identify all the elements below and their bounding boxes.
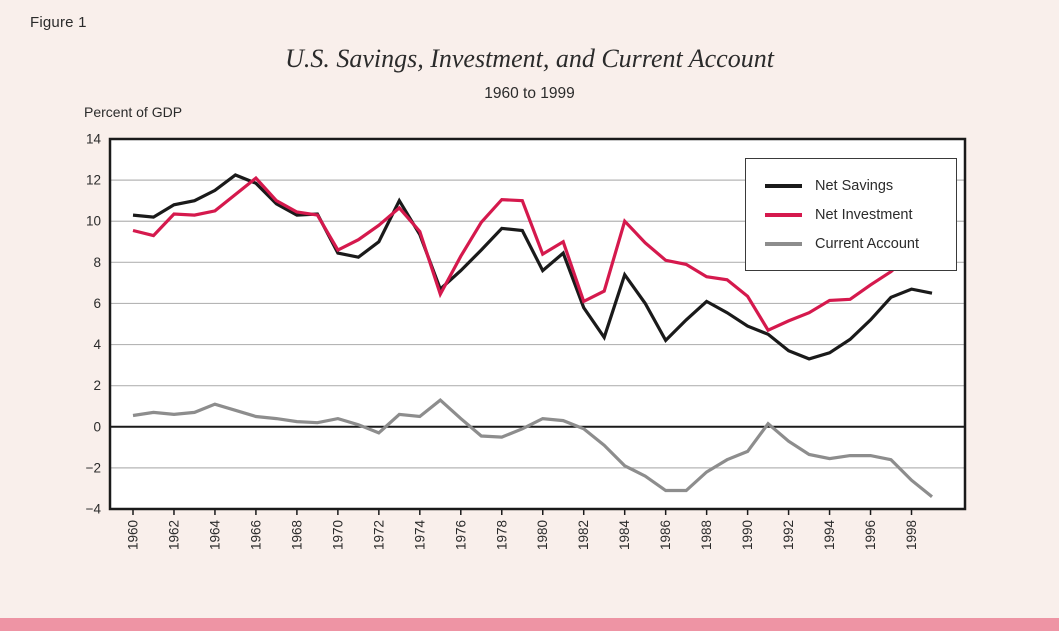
y-tick-label: 8 [93, 255, 101, 270]
y-tick-label: −2 [86, 460, 101, 475]
y-tick-label: 14 [86, 132, 102, 147]
x-tick-label: 1962 [166, 520, 181, 550]
figure-label: Figure 1 [30, 14, 87, 31]
x-tick-label: 1966 [248, 520, 263, 550]
legend-swatch-net-savings-line [765, 183, 802, 188]
x-tick-label: 1990 [740, 520, 755, 550]
x-tick-label: 1986 [658, 520, 673, 550]
y-tick-label: 10 [86, 214, 101, 229]
x-tick-label: 1980 [535, 520, 550, 550]
legend-swatch-net-investment-line [765, 212, 802, 217]
x-tick-label: 1960 [126, 520, 141, 550]
x-tick-label: 1998 [904, 520, 919, 550]
x-tick-label: 1994 [822, 520, 837, 551]
x-tick-label: 1978 [494, 520, 509, 550]
x-tick-label: 1964 [207, 520, 222, 551]
series-line-net-investment [132, 175, 933, 333]
legend-item-net-investment: Net Investment [746, 200, 956, 229]
y-tick-label: 2 [93, 378, 101, 393]
x-tick-label: 1968 [289, 520, 304, 550]
legend-label-net-investment: Net Investment [815, 206, 913, 223]
x-tick-label: 1996 [863, 520, 878, 550]
legend-item-net-savings: Net Savings [746, 171, 956, 200]
y-tick-label: −4 [86, 502, 102, 517]
y-tick-label: 12 [86, 173, 101, 188]
footer-accent-bar [0, 618, 1059, 631]
legend-label-net-savings: Net Savings [815, 177, 894, 194]
plot-frame [108, 137, 967, 511]
y-tick-label: 6 [93, 296, 101, 311]
y-tick-label: 0 [93, 419, 101, 434]
chart-legend: Net Savings Net Investment Current Accou… [745, 158, 957, 271]
y-tick-label: 4 [93, 337, 101, 352]
series-line-current-account [132, 398, 934, 498]
legend-item-current-account: Current Account [746, 229, 956, 258]
x-tick-label: 1992 [781, 520, 796, 550]
x-tick-label: 1970 [330, 520, 345, 550]
x-tick-label: 1988 [699, 520, 714, 550]
x-tick-label: 1982 [576, 520, 591, 550]
x-tick-label: 1974 [412, 520, 427, 551]
series-line-net-savings [132, 173, 933, 361]
x-tick-label: 1972 [371, 520, 386, 550]
legend-swatch-current-account-line [765, 241, 802, 246]
legend-label-current-account: Current Account [815, 235, 919, 252]
x-tick-label: 1984 [617, 520, 632, 551]
y-axis-unit-label: Percent of GDP [84, 104, 183, 120]
chart-title: U.S. Savings, Investment, and Current Ac… [285, 44, 774, 73]
x-tick-label: 1976 [453, 520, 468, 550]
chart-subtitle: 1960 to 1999 [484, 85, 575, 102]
